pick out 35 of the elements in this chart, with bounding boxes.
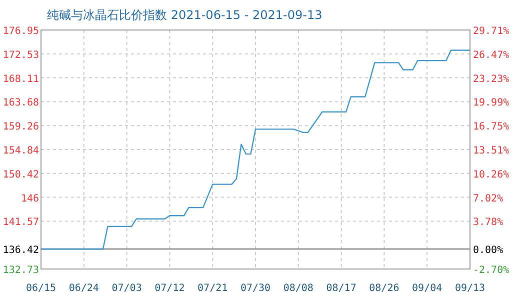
x-tick-label: 07/21 bbox=[198, 283, 228, 294]
x-tick-label: 08/17 bbox=[326, 283, 356, 294]
y-tick-label: 132.73 bbox=[2, 265, 39, 276]
y2-tick-label: 19.99% bbox=[473, 98, 510, 109]
y2-tick-label: 29.71% bbox=[473, 26, 510, 37]
y-tick-label: 150.42 bbox=[2, 169, 39, 180]
y2-tick-label: 0.00% bbox=[473, 245, 504, 256]
x-tick-label: 06/24 bbox=[68, 283, 99, 294]
y-tick-label: 154.84 bbox=[2, 146, 39, 156]
y2-tick-label: 23.23% bbox=[473, 74, 510, 85]
y2-tick-label: 16.75% bbox=[473, 122, 510, 133]
chart-title: 纯碱与冰晶石比价指数 2021-06-15 - 2021-09-13 bbox=[47, 8, 322, 22]
y-tick-label: 146 bbox=[20, 193, 39, 204]
y-tick-label: 159.26 bbox=[2, 122, 39, 133]
x-tick-label: 09/13 bbox=[454, 283, 486, 294]
x-tick-label: 08/26 bbox=[369, 283, 400, 294]
y-tick-label: 172.53 bbox=[2, 50, 39, 61]
x-tick-label: 08/08 bbox=[283, 283, 314, 294]
line-series bbox=[40, 50, 471, 250]
y-tick-label: 141.57 bbox=[2, 217, 39, 228]
y-tick-label: 168.11 bbox=[2, 74, 39, 85]
y2-tick-label: -2.70% bbox=[473, 265, 510, 276]
y2-tick-label: 3.78% bbox=[473, 217, 504, 228]
y-tick-label: 136.42 bbox=[2, 245, 39, 256]
x-tick-label: 07/03 bbox=[112, 283, 142, 294]
y2-tick-label: 26.47% bbox=[473, 50, 510, 61]
y2-tick-label: 13.51% bbox=[473, 145, 510, 156]
y-tick-label: 176.95 bbox=[2, 26, 39, 37]
x-tick-label: 07/12 bbox=[154, 283, 185, 294]
y-tick-label: 163.68 bbox=[2, 98, 39, 109]
x-tick-label: 06/15 bbox=[26, 283, 56, 294]
x-tick-label: 09/04 bbox=[412, 283, 442, 294]
y2-tick-label: 10.26% bbox=[473, 169, 510, 180]
x-tick-label: 07/30 bbox=[240, 283, 271, 294]
y2-tick-label: 7.02% bbox=[473, 193, 504, 204]
